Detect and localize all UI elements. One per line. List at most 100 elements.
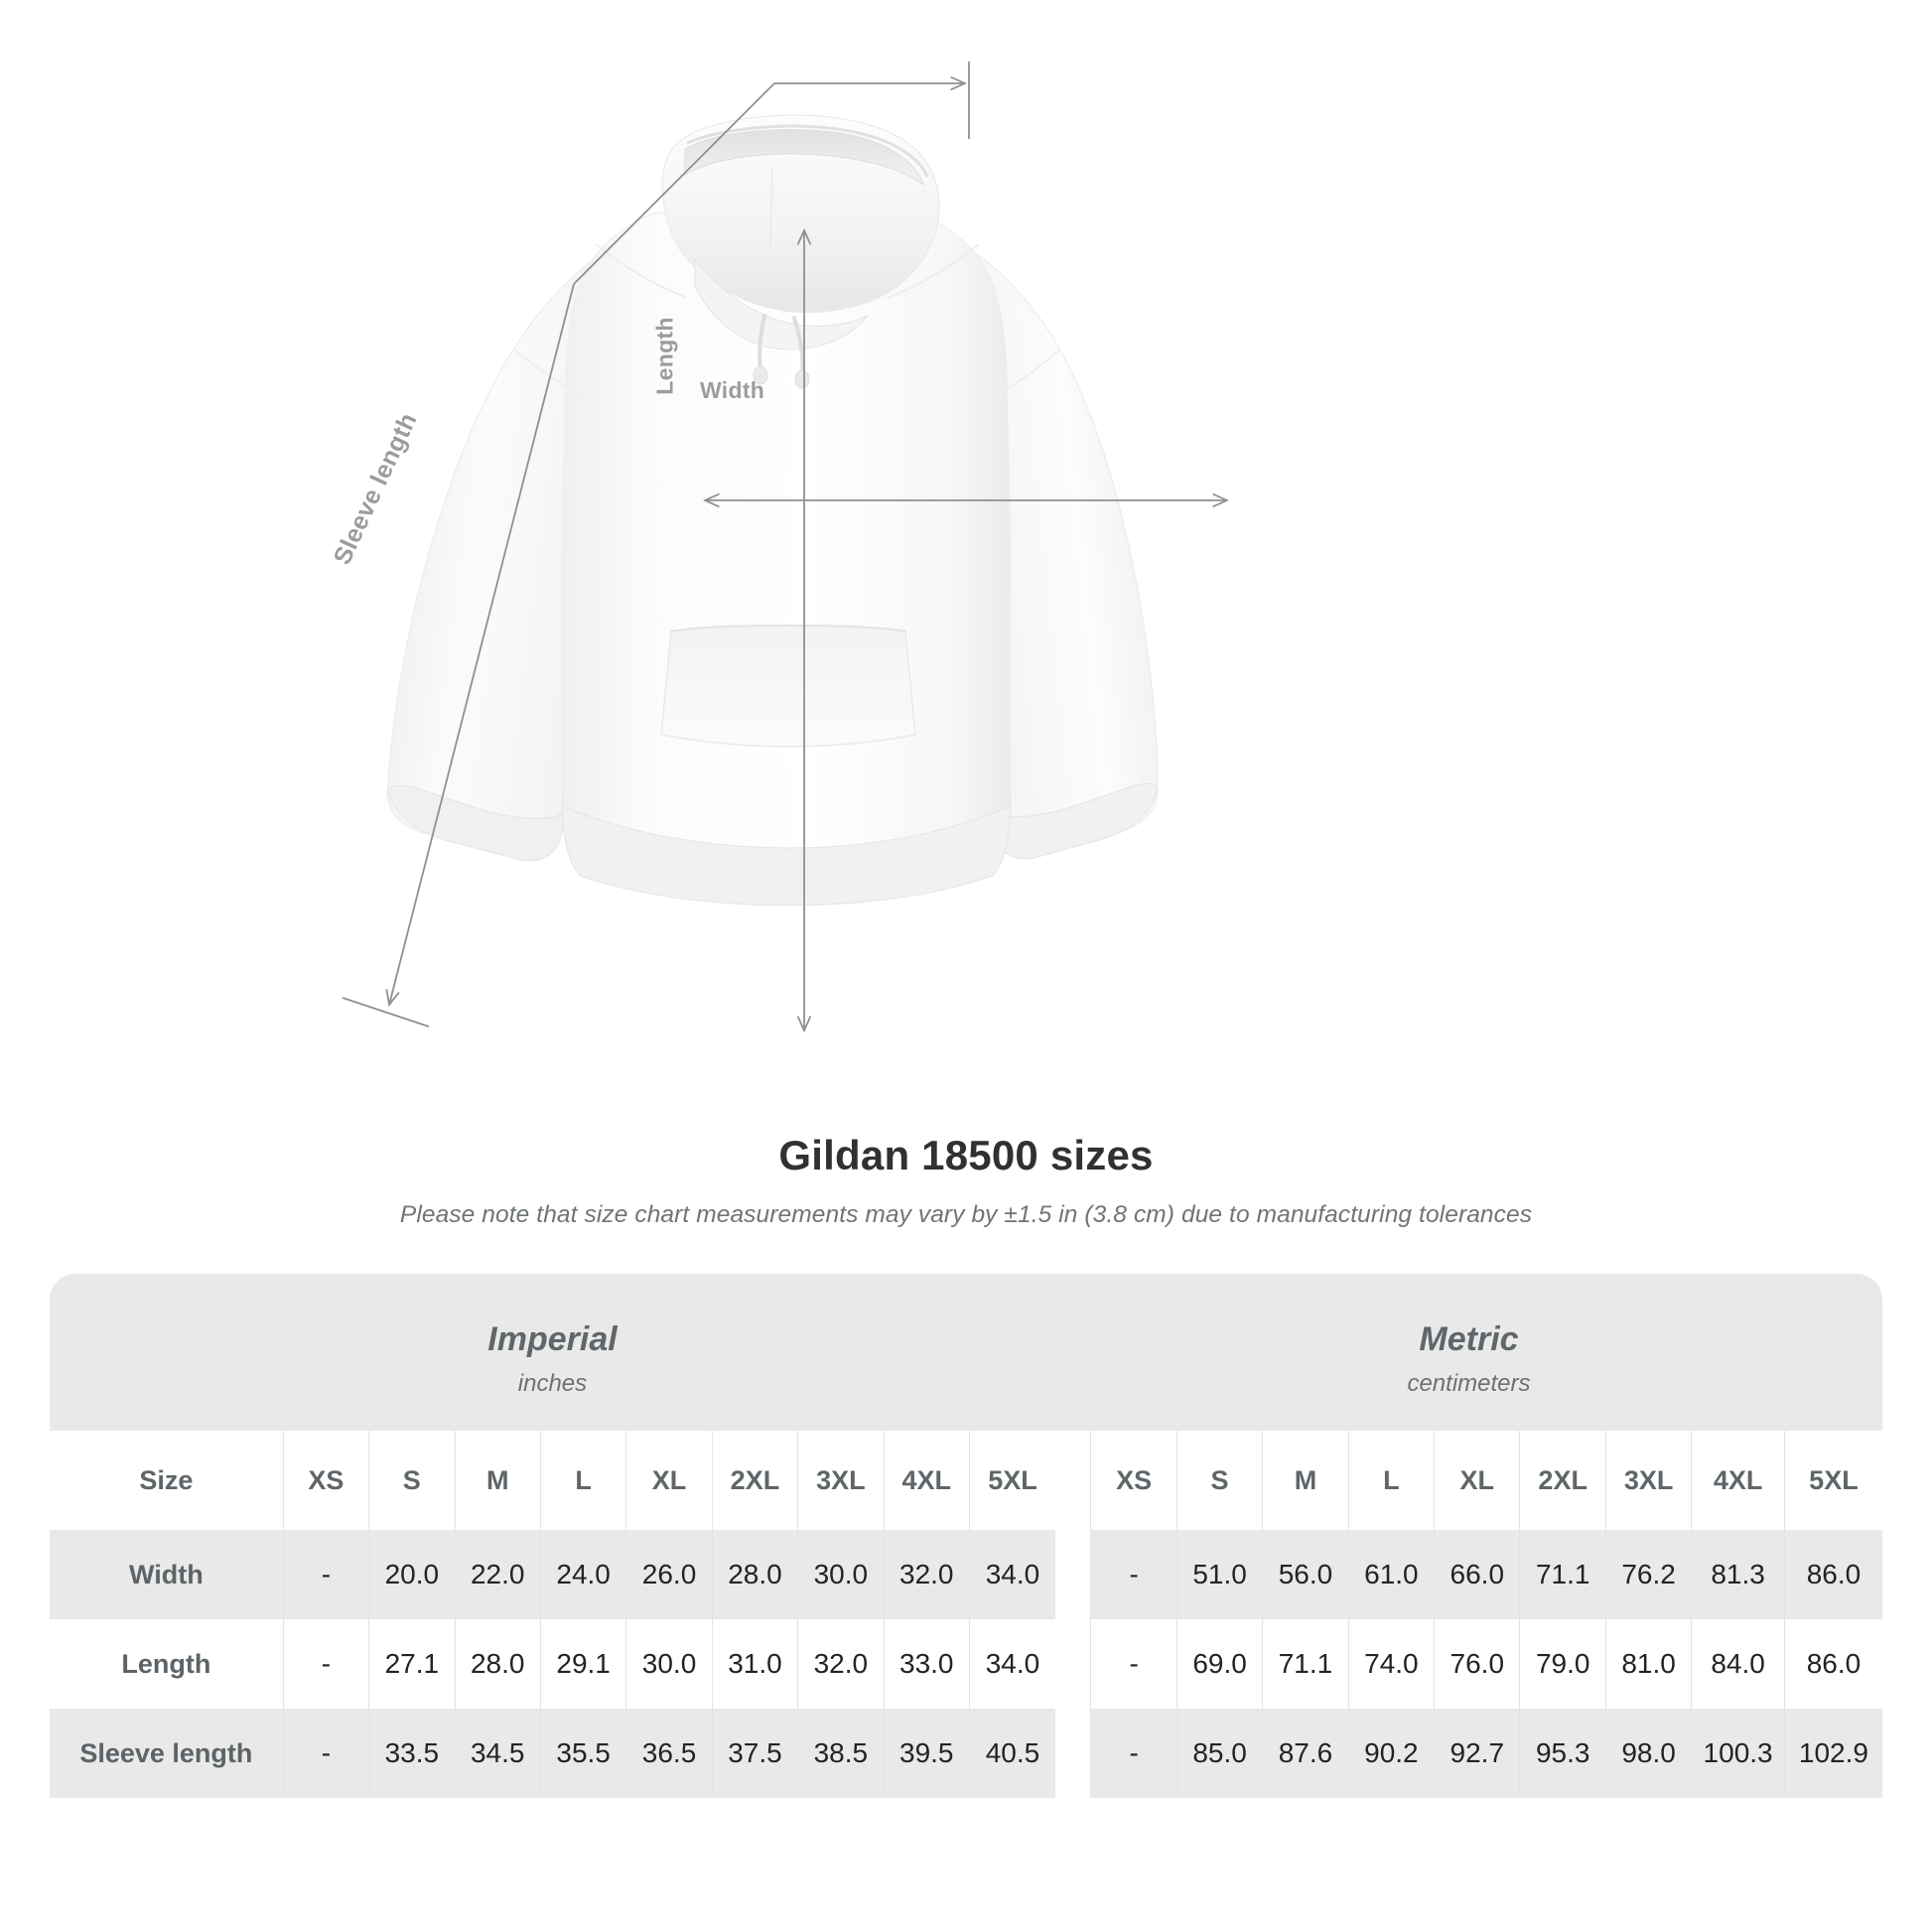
cell-width-imperial-5xl: 34.0	[968, 1530, 1055, 1619]
cell-length-metric-2xl: 79.0	[1519, 1619, 1606, 1709]
size-header-metric-s: S	[1175, 1431, 1263, 1530]
cell-width-imperial-xs: -	[282, 1530, 369, 1619]
cell-length-imperial-4xl: 33.0	[883, 1619, 970, 1709]
cell-width-imperial-s: 20.0	[368, 1530, 456, 1619]
cell-sleeve-metric-l: 90.2	[1347, 1709, 1435, 1798]
cell-length-imperial-xs: -	[282, 1619, 369, 1709]
unit-divider-gap	[1054, 1619, 1091, 1709]
size-header-imperial-l: L	[539, 1431, 626, 1530]
cell-sleeve-metric-2xl: 95.3	[1519, 1709, 1606, 1798]
unit-sub-imperial: inches	[517, 1370, 588, 1398]
cell-width-metric-l: 61.0	[1347, 1530, 1435, 1619]
cell-width-metric-2xl: 71.1	[1519, 1530, 1606, 1619]
table-row: Width - 20.0 22.0 24.0 26.0 28.0 30.0 32…	[50, 1530, 1882, 1619]
cell-length-imperial-2xl: 31.0	[711, 1619, 798, 1709]
size-column-header: Size	[50, 1431, 284, 1530]
cell-width-imperial-xl: 26.0	[625, 1530, 713, 1619]
cell-length-metric-s: 69.0	[1175, 1619, 1263, 1709]
cell-sleeve-imperial-l: 35.5	[539, 1709, 626, 1798]
cell-width-metric-4xl: 81.3	[1691, 1530, 1785, 1619]
cell-width-metric-m: 56.0	[1262, 1530, 1349, 1619]
page-title: Gildan 18500 sizes	[778, 1132, 1154, 1178]
size-header-imperial-2xl: 2XL	[711, 1431, 798, 1530]
cell-width-imperial-m: 22.0	[454, 1530, 541, 1619]
cell-sleeve-imperial-xs: -	[282, 1709, 369, 1798]
cell-length-imperial-m: 28.0	[454, 1619, 541, 1709]
size-header-metric-5xl: 5XL	[1783, 1431, 1882, 1530]
unit-divider-gap	[1054, 1709, 1091, 1798]
size-header-imperial-3xl: 3XL	[797, 1431, 885, 1530]
hoodie-garment	[386, 114, 1159, 906]
size-table-container: Imperial inches Metric centimeters Size …	[50, 1274, 1882, 1798]
unit-header-imperial: Imperial inches	[50, 1274, 1055, 1431]
cell-sleeve-metric-3xl: 98.0	[1604, 1709, 1692, 1798]
cell-sleeve-metric-xs: -	[1090, 1709, 1177, 1798]
tolerance-note: Please note that size chart measurements…	[399, 1201, 1533, 1228]
size-header-imperial-s: S	[368, 1431, 456, 1530]
cell-width-metric-5xl: 86.0	[1783, 1530, 1882, 1619]
cell-length-metric-4xl: 84.0	[1691, 1619, 1785, 1709]
heading-block: Gildan 18500 sizes Please note that size…	[0, 1132, 1932, 1229]
cell-sleeve-metric-m: 87.6	[1262, 1709, 1349, 1798]
cell-sleeve-imperial-s: 33.5	[368, 1709, 456, 1798]
size-header-imperial-4xl: 4XL	[883, 1431, 970, 1530]
unit-name-imperial: Imperial	[487, 1320, 618, 1359]
size-chart-table: Imperial inches Metric centimeters Size …	[50, 1274, 1882, 1798]
cell-length-imperial-s: 27.1	[368, 1619, 456, 1709]
cell-width-metric-3xl: 76.2	[1604, 1530, 1692, 1619]
cell-sleeve-imperial-4xl: 39.5	[883, 1709, 970, 1798]
cell-length-metric-m: 71.1	[1262, 1619, 1349, 1709]
cell-sleeve-metric-xl: 92.7	[1434, 1709, 1520, 1798]
cell-sleeve-imperial-3xl: 38.5	[797, 1709, 885, 1798]
cell-sleeve-metric-4xl: 100.3	[1691, 1709, 1785, 1798]
unit-divider-gap	[1054, 1530, 1091, 1619]
size-header-metric-3xl: 3XL	[1604, 1431, 1692, 1530]
cell-length-metric-l: 74.0	[1347, 1619, 1435, 1709]
cell-width-imperial-2xl: 28.0	[711, 1530, 798, 1619]
size-header-row: Size XS S M L XL 2XL 3XL 4XL 5XL XS S M …	[50, 1431, 1882, 1530]
cell-length-metric-3xl: 81.0	[1604, 1619, 1692, 1709]
cell-width-imperial-l: 24.0	[539, 1530, 626, 1619]
cell-length-metric-5xl: 86.0	[1783, 1619, 1882, 1709]
unit-name-metric: Metric	[1419, 1320, 1519, 1359]
cell-length-imperial-3xl: 32.0	[797, 1619, 885, 1709]
cell-length-metric-xs: -	[1090, 1619, 1177, 1709]
hoodie-diagram: Sleeve length Length Width	[329, 62, 1932, 1102]
measurement-lines	[342, 62, 1227, 1031]
sleeve-bottom-arrow	[389, 283, 575, 1005]
sleeve-bottom-tick	[342, 997, 430, 1028]
cell-width-metric-xl: 66.0	[1434, 1530, 1520, 1619]
unit-sub-metric: centimeters	[1407, 1370, 1531, 1398]
size-header-metric-l: L	[1347, 1431, 1435, 1530]
size-header-imperial-5xl: 5XL	[968, 1431, 1055, 1530]
size-header-metric-xs: XS	[1090, 1431, 1177, 1530]
table-row: Sleeve length - 33.5 34.5 35.5 36.5 37.5…	[50, 1709, 1882, 1798]
row-label-length: Length	[50, 1619, 284, 1709]
size-header-metric-m: M	[1262, 1431, 1349, 1530]
unit-header-row: Imperial inches Metric centimeters	[50, 1274, 1882, 1431]
width-label: Width	[700, 377, 765, 403]
size-header-metric-xl: XL	[1434, 1431, 1520, 1530]
row-label-width: Width	[50, 1530, 284, 1619]
cell-width-metric-xs: -	[1090, 1530, 1177, 1619]
cell-sleeve-metric-5xl: 102.9	[1783, 1709, 1882, 1798]
cell-sleeve-imperial-2xl: 37.5	[711, 1709, 798, 1798]
unit-divider-gap	[1054, 1431, 1091, 1530]
row-label-sleeve-length: Sleeve length	[50, 1709, 284, 1798]
cell-length-imperial-l: 29.1	[539, 1619, 626, 1709]
cell-sleeve-imperial-5xl: 40.5	[968, 1709, 1055, 1798]
cell-width-imperial-3xl: 30.0	[797, 1530, 885, 1619]
hoodie-illustration-svg	[342, 62, 1932, 1102]
cell-sleeve-imperial-xl: 36.5	[625, 1709, 713, 1798]
cell-length-metric-xl: 76.0	[1434, 1619, 1520, 1709]
size-header-metric-2xl: 2XL	[1519, 1431, 1606, 1530]
cell-width-metric-s: 51.0	[1175, 1530, 1263, 1619]
unit-header-metric: Metric centimeters	[1054, 1274, 1882, 1431]
length-label: Length	[651, 317, 678, 395]
table-row: Length - 27.1 28.0 29.1 30.0 31.0 32.0 3…	[50, 1619, 1882, 1709]
size-header-metric-4xl: 4XL	[1691, 1431, 1785, 1530]
cell-sleeve-imperial-m: 34.5	[454, 1709, 541, 1798]
size-header-imperial-xl: XL	[625, 1431, 713, 1530]
cell-length-imperial-xl: 30.0	[625, 1619, 713, 1709]
